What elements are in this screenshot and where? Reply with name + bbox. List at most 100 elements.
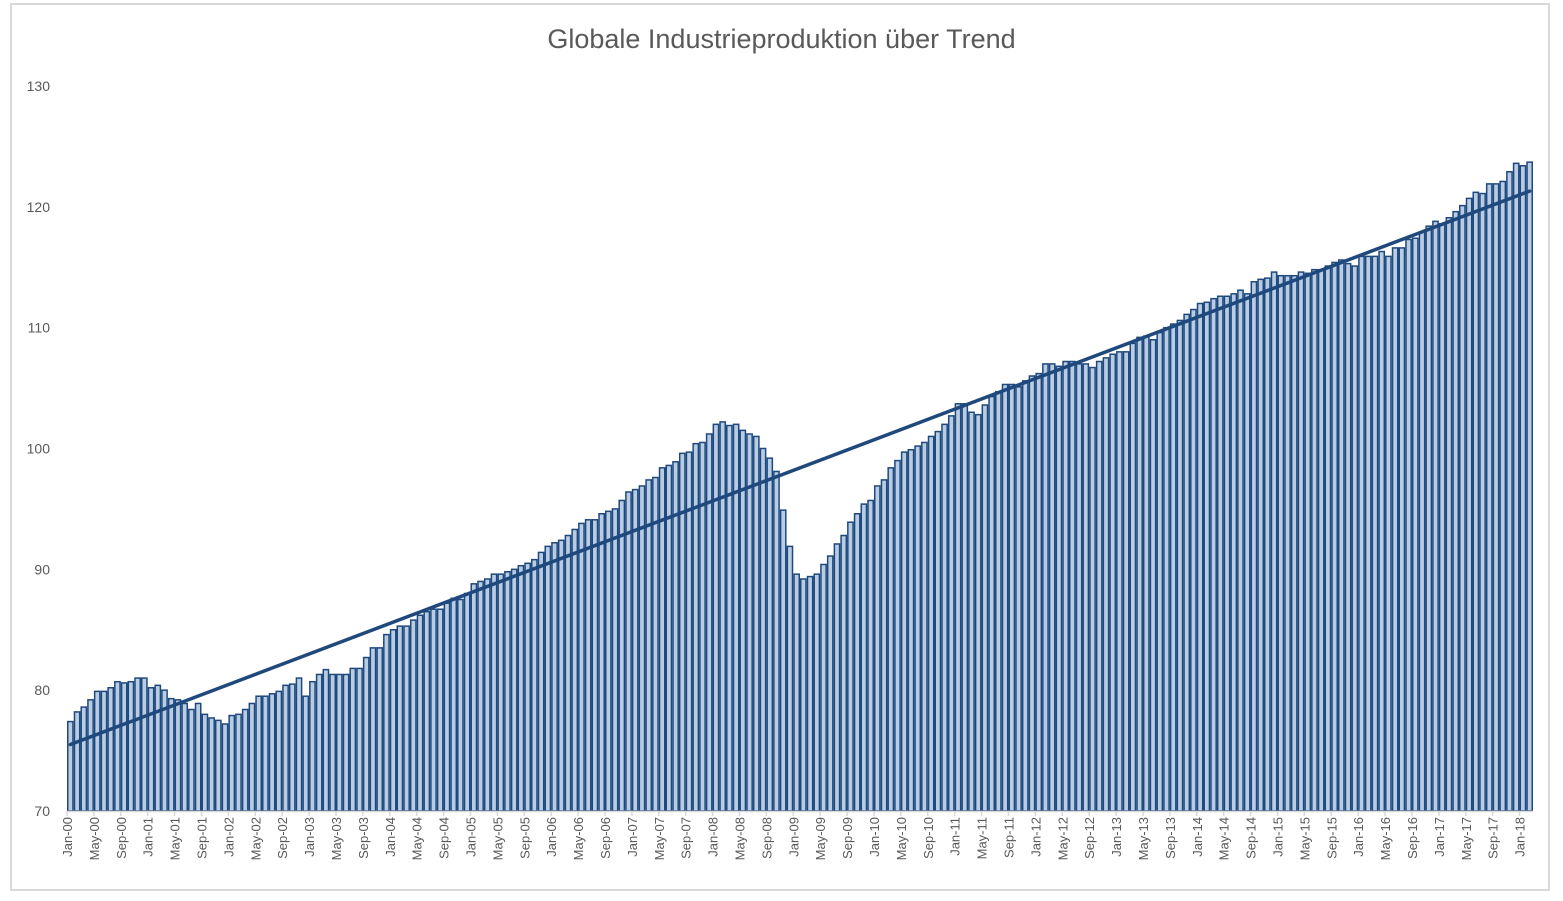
bar — [1055, 365, 1063, 812]
x-tick-label: Sep-16 — [1405, 817, 1420, 859]
x-tick-label: Jan-15 — [1270, 817, 1285, 857]
bar — [759, 447, 767, 812]
bar — [369, 647, 377, 812]
bar — [1129, 342, 1137, 812]
x-tick-label: Jan-02 — [221, 817, 236, 857]
bar — [551, 542, 558, 812]
bar — [1257, 278, 1265, 812]
bar — [450, 597, 458, 812]
bar — [894, 459, 901, 812]
x-tick-label: Jan-13 — [1109, 817, 1124, 857]
bar — [275, 690, 283, 812]
bar — [954, 403, 962, 812]
bar — [1364, 255, 1372, 812]
bar — [1089, 366, 1096, 812]
bar — [342, 673, 350, 812]
bar — [732, 423, 740, 812]
bar — [1001, 383, 1009, 812]
bar — [241, 708, 249, 812]
bar — [208, 717, 215, 812]
bar — [1163, 326, 1170, 812]
bar — [1479, 192, 1486, 812]
bar — [820, 563, 827, 812]
x-tick-label: Jan-03 — [302, 817, 317, 857]
bar — [591, 519, 599, 812]
bar — [1068, 360, 1076, 812]
bar — [477, 580, 484, 812]
bar — [201, 713, 209, 812]
x-tick-label: Sep-01 — [194, 817, 209, 859]
x-tick-label: Sep-08 — [759, 817, 774, 859]
x-tick-label: Sep-09 — [840, 817, 855, 859]
bar — [1021, 380, 1029, 812]
bar — [1304, 272, 1312, 812]
bar — [692, 442, 700, 812]
x-tick-label: Sep-14 — [1244, 817, 1259, 859]
bar — [1082, 363, 1090, 812]
bar — [1311, 268, 1318, 812]
bar — [1411, 237, 1419, 812]
bar — [1028, 375, 1036, 812]
bar — [1432, 220, 1439, 812]
x-tick-label: Jan-04 — [383, 817, 398, 857]
x-tick-label: May-13 — [1136, 817, 1151, 860]
bar — [1149, 339, 1157, 812]
x-tick-label: Sep-00 — [114, 817, 129, 859]
bar — [1270, 271, 1278, 812]
bar — [1485, 183, 1493, 812]
bar — [833, 543, 841, 812]
x-tick-label: Jan-18 — [1513, 817, 1528, 857]
bar — [463, 592, 471, 812]
bar — [403, 625, 410, 812]
bar — [1378, 250, 1386, 812]
bar — [860, 503, 868, 812]
bar — [107, 687, 115, 812]
bar — [1385, 255, 1392, 812]
bar — [1418, 231, 1426, 812]
bar — [941, 423, 948, 812]
bar — [752, 435, 760, 812]
bar — [147, 687, 155, 812]
bar — [746, 433, 753, 812]
bar — [127, 680, 135, 812]
bar — [699, 441, 706, 812]
bar — [100, 690, 108, 812]
bar — [1183, 313, 1191, 812]
x-tick-label: May-10 — [894, 817, 909, 860]
x-tick-label: May-14 — [1217, 817, 1232, 860]
bar — [93, 690, 101, 812]
bar — [793, 573, 800, 812]
x-tick-label: Jan-11 — [948, 817, 963, 856]
bar — [988, 395, 996, 812]
x-tick-label: Sep-11 — [1001, 817, 1016, 858]
x-tick-label: Jan-16 — [1351, 817, 1366, 857]
x-tick-label: Jan-06 — [544, 817, 559, 857]
bar — [362, 656, 370, 812]
bar — [638, 485, 646, 812]
x-tick-label: Jan-17 — [1432, 817, 1447, 857]
bar — [194, 702, 202, 812]
x-tick-label: Sep-15 — [1324, 817, 1339, 859]
bar — [1116, 351, 1123, 812]
bar — [140, 677, 148, 812]
bar — [295, 677, 303, 812]
bar — [631, 488, 639, 812]
bar — [678, 452, 686, 812]
bar — [524, 562, 532, 812]
bar — [557, 539, 565, 812]
x-tick-label: Sep-17 — [1486, 817, 1501, 859]
bar — [228, 714, 236, 812]
x-tick-label: Jan-05 — [463, 817, 478, 857]
bar — [726, 424, 733, 812]
bar — [329, 673, 336, 812]
bar — [349, 667, 357, 812]
bar — [1264, 277, 1271, 812]
y-tick-label: 90 — [34, 561, 50, 577]
bar — [1223, 295, 1231, 812]
bar — [457, 598, 464, 812]
bar — [315, 673, 323, 812]
bar — [214, 719, 222, 812]
x-tick-label: May-08 — [732, 817, 747, 860]
x-tick-label: Sep-13 — [1163, 817, 1178, 859]
x-tick-label: Sep-10 — [921, 817, 936, 859]
